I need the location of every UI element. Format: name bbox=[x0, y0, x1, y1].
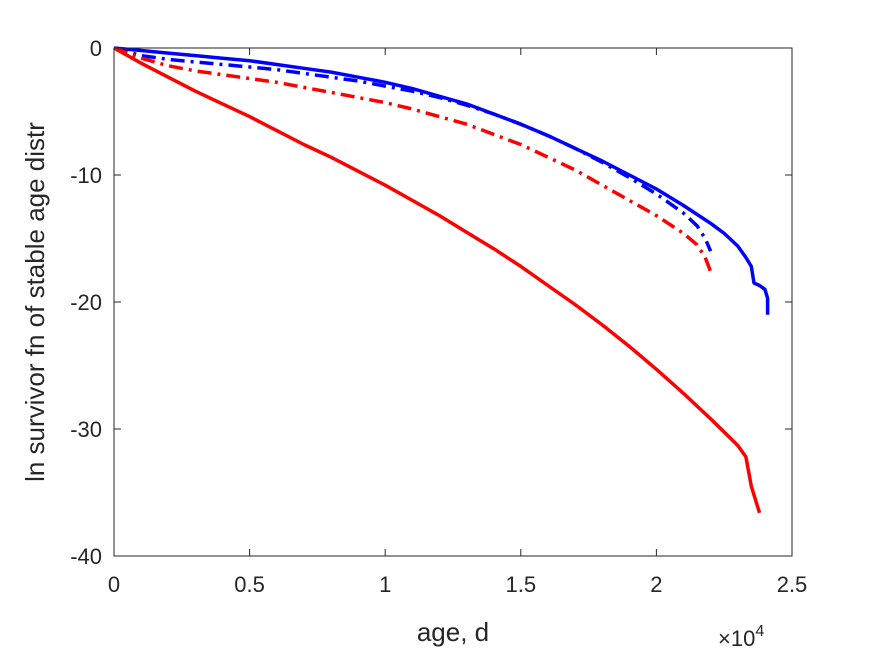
x-axis-label: age, d bbox=[417, 617, 489, 647]
x-tick-label: 1.5 bbox=[506, 572, 537, 597]
x-tick-label: 0.5 bbox=[234, 572, 265, 597]
x-axis-multiplier-base: ×10 bbox=[718, 626, 755, 651]
y-tick-label: -30 bbox=[70, 417, 102, 442]
y-tick-label: 0 bbox=[90, 36, 102, 61]
y-axis-label: ln survivor fn of stable age distr bbox=[20, 122, 50, 482]
series-line-4 bbox=[113, 46, 762, 514]
plot-area-frame bbox=[113, 47, 793, 557]
series-line-3 bbox=[113, 46, 713, 273]
x-axis-multiplier-exponent: 4 bbox=[755, 623, 764, 640]
ticks-layer: 0 0.5 1 1.5 2 2.5 0 -10 -20 -30 -40 bbox=[70, 36, 807, 597]
x-tick-label: 0 bbox=[108, 572, 120, 597]
x-tick-label: 1 bbox=[379, 572, 391, 597]
x-axis-multiplier: ×104 bbox=[718, 623, 764, 651]
x-tick-label: 2.5 bbox=[777, 572, 808, 597]
series-layer bbox=[113, 46, 770, 514]
y-tick-label: -20 bbox=[70, 290, 102, 315]
series-line-2 bbox=[113, 46, 713, 252]
y-tick-label: -40 bbox=[70, 544, 102, 569]
x-tick-label: 2 bbox=[650, 572, 662, 597]
y-tick-label: -10 bbox=[70, 163, 102, 188]
series-line-1 bbox=[113, 46, 770, 315]
